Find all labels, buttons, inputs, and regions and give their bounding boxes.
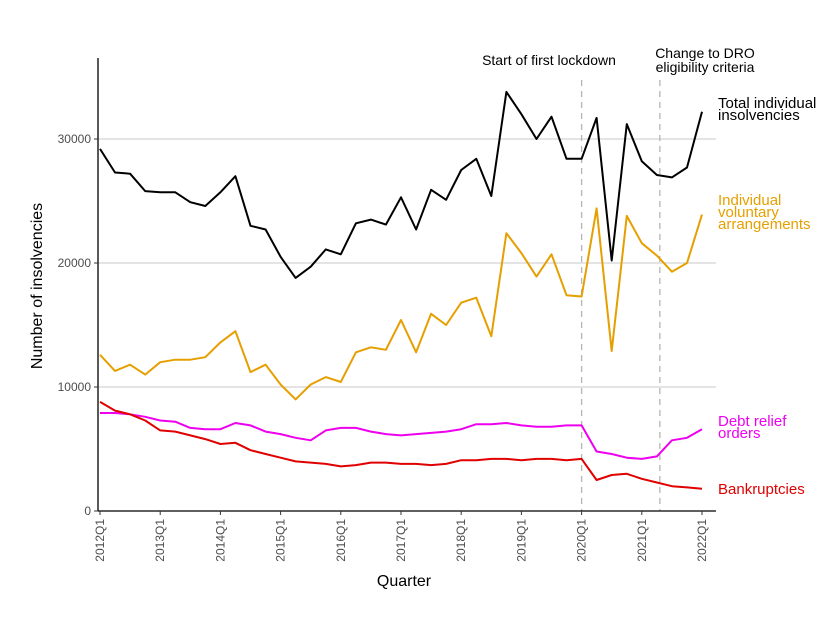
- series-label: Bankruptcies: [718, 481, 805, 498]
- series-labels: Total individual insolvencies Individual vo…: [718, 95, 816, 498]
- tick-labels: 0 10000 20000 30000 2012Q1 2013Q1 2014Q1 2015Q1…: [58, 132, 709, 562]
- x-tick-label: 2022Q1: [695, 519, 709, 562]
- x-tick-label: 2014Q1: [213, 519, 227, 562]
- series-line: [100, 412, 703, 460]
- x-tick-label: 2019Q1: [514, 519, 528, 562]
- y-tick-label: 0: [84, 504, 91, 518]
- x-tick-label: 2017Q1: [394, 519, 408, 562]
- series-label: Debt relief orders: [718, 413, 787, 442]
- series-label: Total individual insolvencies: [718, 95, 816, 124]
- series-label-line: Individual: [718, 192, 781, 209]
- y-tick-label: 20000: [58, 256, 92, 270]
- annotation-lines: [580, 80, 661, 511]
- series-label-line: Total individual: [718, 95, 816, 112]
- y-tick-label: 30000: [58, 132, 92, 146]
- x-tick-label: 2018Q1: [454, 519, 468, 562]
- x-axis-title: Quarter: [377, 573, 432, 590]
- y-axis-title: Number of insolvencies: [29, 203, 46, 369]
- x-tick-label: 2021Q1: [635, 519, 649, 562]
- x-tick-label: 2012Q1: [93, 519, 107, 562]
- gridlines: [98, 138, 716, 388]
- x-tick-label: 2020Q1: [575, 519, 589, 562]
- series-label-line: Bankruptcies: [718, 481, 805, 498]
- axes: [97, 58, 716, 512]
- y-tick-label: 10000: [58, 380, 92, 394]
- annotation-label: Start of first lockdown: [482, 52, 616, 68]
- series-label-line: orders: [718, 425, 761, 442]
- series-line: [99, 207, 703, 401]
- x-tick-label: 2016Q1: [334, 519, 348, 562]
- series-label-line: Debt relief: [718, 413, 787, 430]
- annotation-label: Change to DRO eligibility criteria: [655, 45, 755, 75]
- series-label: Individual voluntary arrangements: [718, 192, 811, 233]
- series-label-line: voluntary: [718, 204, 779, 221]
- annotation-label-line: eligibility criteria: [656, 59, 755, 75]
- series-label-line: insolvencies: [718, 107, 800, 124]
- series-label-line: arrangements: [718, 216, 811, 233]
- annotations: Start of first lockdown Change to DRO elig…: [482, 45, 755, 75]
- x-tick-label: 2013Q1: [153, 519, 167, 562]
- series-line: [99, 90, 703, 279]
- series-line: [99, 401, 703, 490]
- series-lines: [99, 90, 703, 490]
- annotation-label-line: Start of first lockdown: [482, 52, 616, 68]
- annotation-label-line: Change to DRO: [655, 45, 755, 61]
- x-tick-label: 2015Q1: [274, 519, 288, 562]
